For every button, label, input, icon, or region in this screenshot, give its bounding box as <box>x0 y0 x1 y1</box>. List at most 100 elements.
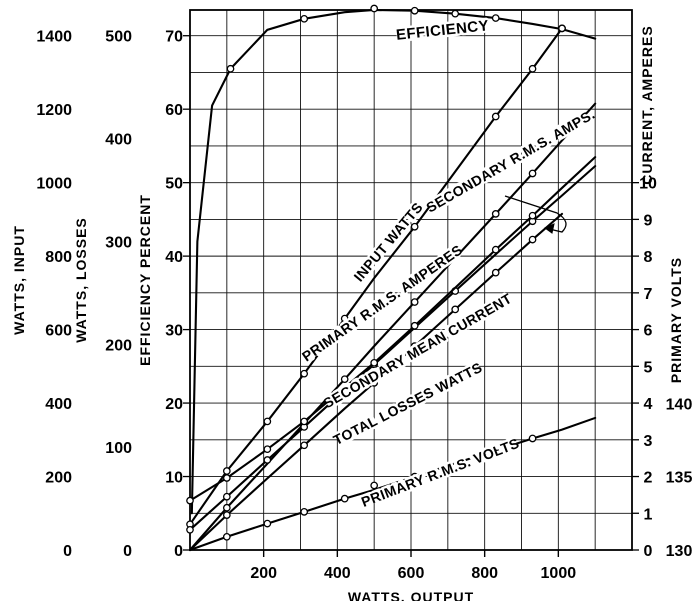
efficiency-tick-label: 40 <box>165 249 183 266</box>
data-point-marker <box>300 441 309 450</box>
data-point-marker <box>300 14 309 23</box>
data-point-marker <box>528 434 537 443</box>
data-point-marker <box>263 456 272 464</box>
data-point-marker <box>300 417 309 426</box>
current-tick-label: 9 <box>644 212 653 229</box>
xaxis-tick-label: 200 <box>250 565 277 582</box>
data-point-marker <box>410 222 419 231</box>
primary-volts-axis-title: PRIMARY VOLTS <box>668 257 684 383</box>
xaxis-tick-label: 600 <box>398 565 425 582</box>
data-point-marker <box>451 9 460 18</box>
input-watts-tick-label: 200 <box>45 470 72 487</box>
efficiency-tick-label: 50 <box>165 176 183 193</box>
primary-volts-tick-label: 140 <box>666 396 693 413</box>
annotation-arrowhead-icon <box>543 223 555 234</box>
data-point-marker <box>410 321 419 330</box>
data-point-marker <box>300 369 309 378</box>
efficiency-axis-title: EFFICIENCY PERCENT <box>137 194 153 366</box>
efficiency-tick-label: 60 <box>165 102 183 119</box>
efficiency-tick-label: 0 <box>174 543 183 560</box>
input-watts-tick-label: 400 <box>45 396 72 413</box>
xaxis-tick-label: 800 <box>471 565 498 582</box>
data-point-marker <box>222 467 231 475</box>
data-point-marker <box>226 64 235 73</box>
data-point-marker <box>370 358 379 367</box>
current-tick-label: 2 <box>644 470 653 487</box>
input-watts-tick-label: 1400 <box>36 29 72 46</box>
data-point-marker <box>491 14 500 22</box>
data-point-marker <box>491 268 500 277</box>
curve-primary-r-m-s-amperes <box>188 165 597 531</box>
input-watts-tick-label: 800 <box>45 249 72 266</box>
curve-label-primary-rms-volts: PRIMARY R.M.S. VOLTS <box>359 435 522 510</box>
xaxis-title: WATTS, OUTPUT <box>348 589 474 601</box>
data-point-marker <box>370 379 379 387</box>
data-point-marker <box>451 305 460 314</box>
curve-efficiency <box>190 8 597 515</box>
data-point-marker <box>528 235 537 244</box>
data-point-marker <box>222 503 231 512</box>
data-point-marker <box>340 494 349 503</box>
losses-tick-label: 0 <box>123 543 132 560</box>
data-point-marker <box>491 112 500 121</box>
curve-input-watts <box>188 27 564 526</box>
data-point-marker <box>263 445 272 454</box>
current-tick-label: 10 <box>639 176 657 193</box>
data-point-marker <box>222 511 231 519</box>
data-point-marker <box>528 169 537 178</box>
data-point-marker <box>528 211 537 220</box>
data-point-marker <box>186 496 194 505</box>
data-point-marker <box>410 6 419 15</box>
data-point-marker <box>491 245 500 254</box>
data-point-marker <box>222 532 231 541</box>
data-point-marker <box>263 417 272 426</box>
data-point-marker <box>410 298 419 306</box>
losses-tick-label: 300 <box>105 234 132 251</box>
efficiency-tick-label: 70 <box>165 29 183 46</box>
xaxis-tick-label: 400 <box>324 565 351 582</box>
data-point-marker <box>370 481 379 490</box>
data-point-marker <box>491 210 500 218</box>
current-tick-label: 1 <box>644 506 653 523</box>
xaxis-tick-label: 1000 <box>541 565 577 582</box>
input-watts-axis-title: WATTS, INPUT <box>11 225 27 335</box>
efficiency-tick-label: 10 <box>165 470 183 487</box>
data-point-marker <box>370 4 379 13</box>
current-tick-label: 0 <box>644 543 653 560</box>
curve-label-efficiency: EFFICIENCY <box>395 17 489 44</box>
efficiency-tick-label: 20 <box>165 396 183 413</box>
data-point-marker <box>186 525 194 534</box>
current-tick-label: 3 <box>644 433 653 450</box>
curve-label-total-losses-watts: TOTAL LOSSES WATTS <box>331 359 485 448</box>
curve-total-losses-watts <box>188 156 597 502</box>
current-tick-label: 5 <box>644 359 653 376</box>
data-point-marker <box>528 64 537 73</box>
input-watts-tick-label: 600 <box>45 323 72 340</box>
curve-primary-r-m-s-volts <box>188 416 597 552</box>
data-point-marker <box>222 492 231 501</box>
primary-volts-tick-label: 135 <box>666 470 693 487</box>
curve-secondary-r-m-s-amps <box>188 102 597 552</box>
data-point-marker <box>410 342 419 350</box>
losses-tick-label: 200 <box>105 337 132 354</box>
current-tick-label: 7 <box>644 286 653 303</box>
current-tick-label: 6 <box>644 323 653 340</box>
current-tick-label: 8 <box>644 249 653 266</box>
input-watts-tick-label: 1200 <box>36 102 72 119</box>
data-point-marker <box>340 375 349 384</box>
current-tick-label: 4 <box>644 396 653 413</box>
data-point-marker <box>340 314 349 323</box>
input-watts-tick-label: 0 <box>63 543 72 560</box>
losses-tick-label: 400 <box>105 132 132 149</box>
data-point-marker <box>558 24 566 33</box>
input-watts-tick-label: 1000 <box>36 176 72 193</box>
data-point-marker <box>300 507 309 516</box>
losses-tick-label: 100 <box>105 440 132 457</box>
losses-tick-label: 500 <box>105 29 132 46</box>
primary-volts-tick-label: 130 <box>666 543 693 560</box>
losses-axis-title: WATTS, LOSSES <box>73 217 89 343</box>
data-point-marker <box>410 472 419 481</box>
data-point-marker <box>263 519 272 528</box>
